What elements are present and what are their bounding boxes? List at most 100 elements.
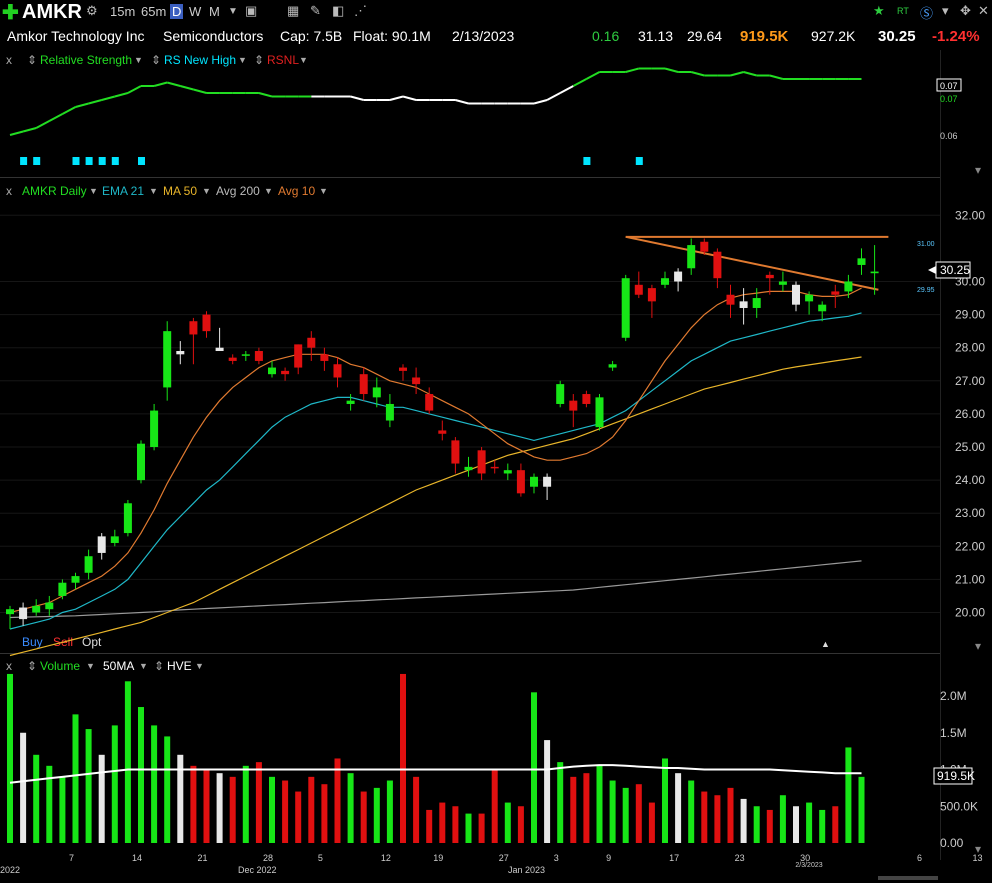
volume-axis-label: 2.0M xyxy=(940,689,967,703)
star-icon[interactable]: ★ xyxy=(873,3,885,18)
chevron-down-icon[interactable]: ▼ xyxy=(319,186,328,196)
price-marker-low: 29.95 xyxy=(917,287,935,294)
candle-body xyxy=(490,466,499,469)
expand-icon[interactable]: ▾ xyxy=(942,3,949,18)
candle-body xyxy=(464,466,473,471)
drag-handle-icon[interactable]: ⇕ xyxy=(254,53,265,67)
volume-legend-hve[interactable]: HVE xyxy=(167,659,192,673)
candle-body xyxy=(477,450,486,474)
ma50-line xyxy=(9,356,862,657)
price-axis-label: 22.00 xyxy=(955,539,985,553)
chevron-down-icon[interactable]: ▼ xyxy=(228,6,238,17)
rs-line-segment xyxy=(350,95,364,101)
volume-axis-label: 500.0K xyxy=(940,799,978,813)
candle-body xyxy=(359,374,368,395)
candle-body xyxy=(32,605,41,613)
price-legend-avg200[interactable]: Avg 200 xyxy=(216,184,260,198)
price-legend-avg10[interactable]: Avg 10 xyxy=(278,184,316,198)
chevron-down-icon[interactable]: ▼ xyxy=(299,55,308,65)
divider[interactable] xyxy=(0,177,940,178)
rs-line-segment xyxy=(769,74,784,80)
timeframe-weekly[interactable]: W xyxy=(189,4,202,19)
price-close-icon[interactable]: x xyxy=(6,184,12,198)
candle-body xyxy=(713,251,722,279)
close-icon[interactable]: ✕ xyxy=(978,3,989,18)
candle-body xyxy=(150,410,159,447)
candle-body xyxy=(608,364,617,368)
candle-body xyxy=(97,536,106,553)
drag-handle-icon[interactable]: ⇕ xyxy=(151,53,162,67)
rs-line-segment xyxy=(730,71,744,77)
symbol-title[interactable]: AMKR xyxy=(22,1,82,23)
chevron-down-icon[interactable]: ▼ xyxy=(202,186,211,196)
share-icon[interactable]: ⋰ xyxy=(354,3,367,18)
options-button[interactable]: Opt xyxy=(82,635,102,649)
axis-divider xyxy=(940,50,941,860)
x-axis-label: 3 xyxy=(554,853,559,863)
volume-legend[interactable]: Volume xyxy=(40,659,81,673)
draw-pencil-icon[interactable]: ✎ xyxy=(310,3,321,18)
price-legend-ema21[interactable]: EMA 21 xyxy=(102,184,145,198)
chevron-down-icon[interactable]: ▼ xyxy=(149,186,158,196)
rs-legend-relative-strength[interactable]: Relative Strength xyxy=(40,53,133,67)
volume-close-icon[interactable]: x xyxy=(6,659,12,673)
candle-body xyxy=(45,602,54,610)
chevron-down-icon[interactable]: ▼ xyxy=(238,55,247,65)
ema21-line xyxy=(9,312,862,630)
candle-body xyxy=(503,470,512,474)
chevron-down-icon[interactable]: ▼ xyxy=(139,661,148,671)
rs-close-icon[interactable]: x xyxy=(6,53,12,67)
chevron-down-icon[interactable]: ▼ xyxy=(86,661,95,671)
float: Float: 90.1M xyxy=(353,28,431,44)
price-legend-daily[interactable]: AMKR Daily xyxy=(22,184,87,198)
drag-handle-icon[interactable]: ⇕ xyxy=(27,53,38,67)
price-legend-ma50[interactable]: MA 50 xyxy=(163,184,198,198)
sync-icon[interactable]: Ⓢ xyxy=(920,6,934,21)
add-symbol-icon[interactable]: ✚ xyxy=(2,2,19,24)
divider[interactable] xyxy=(0,653,940,654)
candle-body xyxy=(228,357,237,361)
volume-legend-50ma[interactable]: 50MA xyxy=(103,659,135,673)
chevron-down-icon[interactable]: ▼ xyxy=(134,55,143,65)
volume-bar xyxy=(177,754,184,843)
timeframe-monthly[interactable]: M xyxy=(209,4,220,19)
rs-legend-rsnl[interactable]: RSNL xyxy=(267,53,300,67)
calculator-icon[interactable]: ▦ xyxy=(287,3,300,18)
rs-line-segment xyxy=(572,78,587,87)
chevron-down-icon[interactable]: ▼ xyxy=(264,186,273,196)
drag-handle-icon[interactable]: ⇕ xyxy=(27,659,38,673)
company-name: Amkor Technology Inc xyxy=(7,28,145,44)
rt-icon[interactable]: RT xyxy=(897,6,909,16)
candle-body xyxy=(634,284,643,295)
layers-icon[interactable]: ◧ xyxy=(332,3,345,18)
chevron-down-icon[interactable]: ▼ xyxy=(195,661,204,671)
volume-bar xyxy=(504,802,511,843)
horizontal-scrollbar[interactable] xyxy=(878,876,938,880)
volume-bar xyxy=(151,725,158,843)
volume-bar xyxy=(557,762,564,843)
symbol-info-icon[interactable]: ⚙ xyxy=(86,3,98,18)
timeframe-daily[interactable]: D xyxy=(170,4,184,19)
volume-bar xyxy=(740,798,747,843)
panel-expand-icon[interactable]: ▾ xyxy=(975,639,982,653)
candle-body xyxy=(831,291,840,295)
drag-handle-icon[interactable]: ⇕ xyxy=(154,659,165,673)
volume-bar xyxy=(465,813,472,843)
rs-line-segment xyxy=(180,85,194,91)
timeframe-15m[interactable]: 15m xyxy=(110,4,136,19)
panel-expand-icon[interactable]: ▾ xyxy=(975,163,982,177)
candle-body xyxy=(425,394,434,411)
volume-bar xyxy=(321,784,328,843)
chart-type-icon[interactable]: ▣ xyxy=(245,3,258,18)
volume-bar xyxy=(570,776,577,843)
panel-expand-icon[interactable]: ▾ xyxy=(975,842,982,856)
timeframe-65m[interactable]: 65m xyxy=(141,4,167,19)
triangle-marker-icon[interactable]: ▲ xyxy=(821,639,830,649)
rs-legend-new-high[interactable]: RS New High xyxy=(164,53,237,67)
volume-bar xyxy=(727,787,734,843)
buy-button[interactable]: Buy xyxy=(22,635,43,649)
rs-line-segment xyxy=(48,113,63,122)
chevron-down-icon[interactable]: ▼ xyxy=(89,186,98,196)
move-icon[interactable]: ✥ xyxy=(960,3,971,18)
